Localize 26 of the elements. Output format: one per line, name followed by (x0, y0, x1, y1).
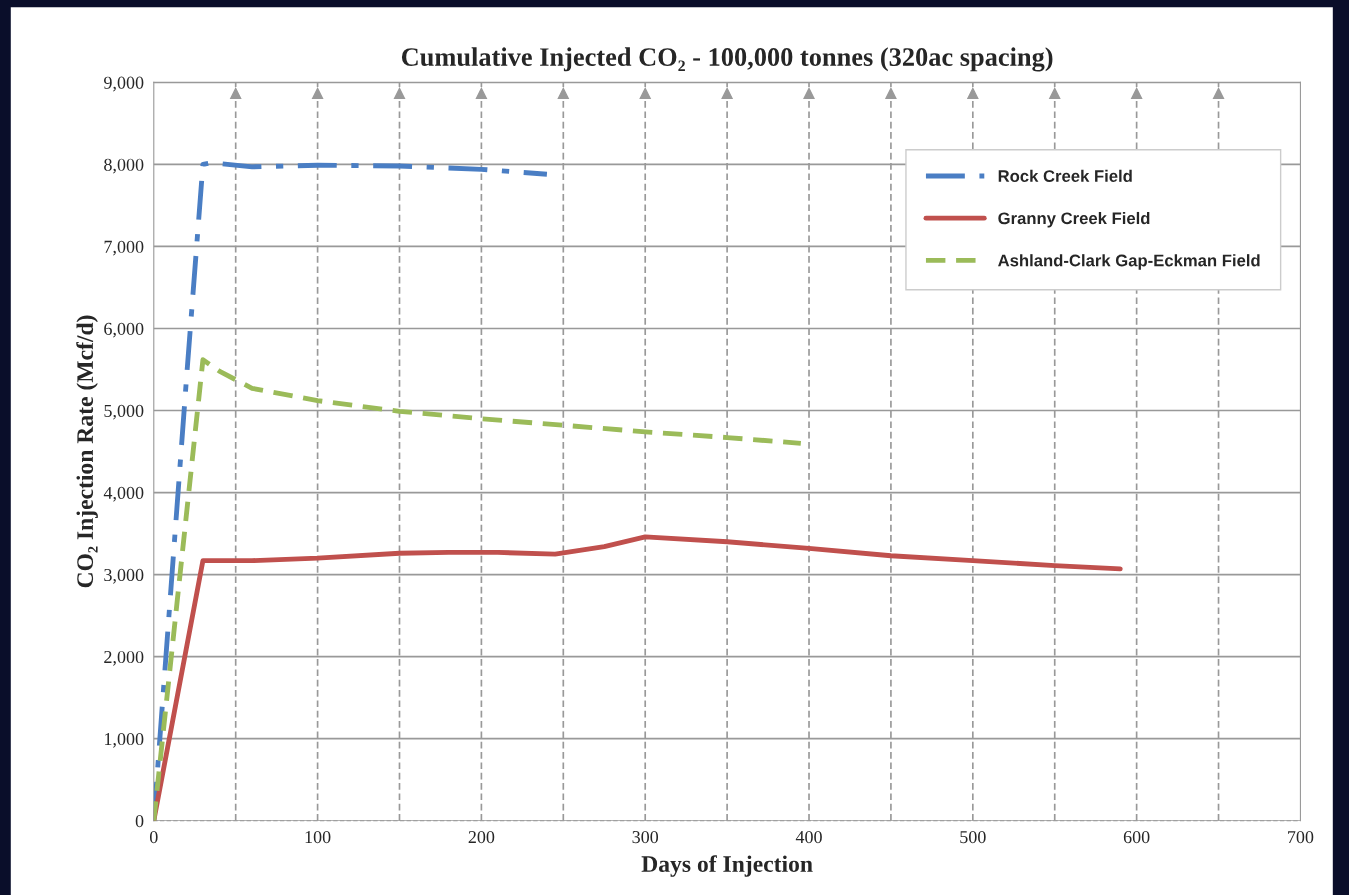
x-tick-label: 400 (795, 830, 822, 844)
y-tick-label: 4,000 (103, 486, 144, 502)
x-tick-label: 700 (1288, 830, 1314, 844)
x-tick-label: 200 (468, 830, 495, 844)
x-tick-label: 0 (149, 830, 158, 844)
x-tick-label: 500 (960, 830, 986, 844)
legend-label: Granny Creek Field (998, 211, 1150, 228)
y-tick-label: 5,000 (104, 404, 144, 420)
legend-label: Ashland-Clark Gap-Eckman Field (998, 254, 1260, 270)
y-tick-label: 2,000 (104, 650, 144, 666)
y-axis-title: CO₂ Injection Rate (Mcf/d) (76, 315, 98, 588)
y-tick-label: 6,000 (104, 322, 144, 338)
legend-label: Rock Creek Field (998, 169, 1132, 182)
x-tick-label: 100 (305, 830, 331, 844)
chart-title: Cumulative Injected CO₂ - 100,000 tonnes (320ac spacing) (401, 47, 1053, 72)
y-tick-label: 1,000 (105, 732, 144, 748)
line-series (153, 357, 804, 821)
x-tick-label: 600 (1123, 830, 1150, 844)
x-axis-title: Days of Injection (641, 855, 813, 877)
y-tick-label: 8,000 (104, 158, 144, 174)
x-tick-label: 300 (632, 830, 659, 844)
y-tick-label: 0 (135, 814, 144, 828)
line-series (153, 534, 1123, 821)
y-tick-label: 7,000 (104, 240, 144, 256)
y-tick-label: 3,000 (104, 568, 144, 584)
y-tick-label: 9,000 (104, 76, 144, 92)
